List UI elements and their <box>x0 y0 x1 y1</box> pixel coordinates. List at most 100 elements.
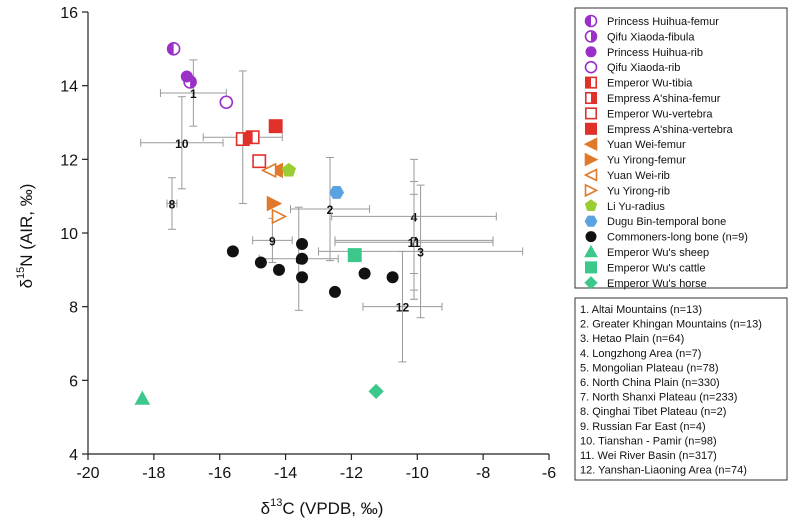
region-errorbar-8: 8 <box>166 177 178 230</box>
data-point-s14-p8-shape <box>296 238 309 251</box>
legend-label-8: Yuan Wei-femur <box>607 139 686 151</box>
data-point-s14-p2 <box>272 263 285 276</box>
region-legend-box <box>574 297 788 481</box>
region-label-9: 9 <box>269 234 276 248</box>
legend-marker-11 <box>584 183 599 198</box>
data-point-s14-p6-shape <box>358 267 371 280</box>
legend-label-13: Dugu Bin-temporal bone <box>607 216 726 228</box>
data-point-s5-p0 <box>235 132 250 147</box>
region-label-8: 8 <box>169 198 176 212</box>
legend-label-11: Yu Yirong-rib <box>607 185 670 197</box>
x-tick-label: -18 <box>142 465 165 482</box>
y-tick-label: 14 <box>60 79 78 96</box>
region-errorbar-2: 2 <box>290 156 371 262</box>
region-legend-item-4: 4. Longzhong Area (n=7) <box>580 348 701 360</box>
legend-marker-13 <box>584 215 598 227</box>
legend-label-10: Yuan Wei-rib <box>607 170 670 182</box>
legend-label-5: Empress A'shina-femur <box>607 93 721 105</box>
legend-label-15: Emperor Wu's sheep <box>607 247 709 259</box>
data-point-s0-p0-fill <box>167 42 174 55</box>
data-point-s12-p0 <box>281 162 296 177</box>
data-point-s10-p0 <box>260 162 277 179</box>
legend-marker-6-shape <box>584 107 598 120</box>
legend-marker-5 <box>584 91 598 105</box>
data-point-s9-p0 <box>266 195 283 212</box>
data-point-s6-p0 <box>252 154 267 169</box>
legend-marker-17-shape <box>584 276 598 290</box>
region-legend-item-11: 11. Wei River Basin (n=317) <box>580 450 717 462</box>
legend-label-7: Empress A'shina-vertebra <box>607 124 733 136</box>
data-point-s7-p0-shape <box>268 119 283 134</box>
data-point-s3-p0-shape <box>219 95 234 110</box>
legend-marker-3 <box>584 60 598 74</box>
region-errorbar-1: 1 <box>159 59 227 127</box>
data-point-s14-p1-shape <box>254 256 267 269</box>
region-errorbar-11: 11 <box>334 193 494 291</box>
data-point-s15-p0-shape <box>134 390 151 405</box>
legend-marker-16-shape <box>584 261 598 274</box>
data-point-s15-p0 <box>134 390 151 405</box>
legend-marker-16 <box>584 261 598 274</box>
legend-marker-9-shape <box>584 152 599 167</box>
region-legend-item-2: 2. Greater Khingan Mountains (n=13) <box>580 319 762 331</box>
x-tick-label: -8 <box>476 465 490 482</box>
legend-label-4: Emperor Wu-tibia <box>607 78 693 90</box>
data-point-s14-p5 <box>328 285 341 298</box>
data-point-s17-p0-shape <box>368 383 384 400</box>
legend-label-9: Yu Yirong-femur <box>607 155 686 167</box>
legend-marker-12 <box>584 199 598 212</box>
data-point-s11-p0-shape <box>271 208 288 225</box>
data-point-s14-p1 <box>254 256 267 269</box>
region-label-3: 3 <box>417 245 424 259</box>
region-legend-item-6: 6. North China Plain (n=330) <box>580 377 720 389</box>
legend-box <box>574 7 788 289</box>
region-legend-item-9: 9. Russian Far East (n=4) <box>580 421 706 433</box>
legend-marker-11-shape <box>584 183 599 198</box>
y-tick-label: 16 <box>60 5 78 22</box>
legend-label-0: Princess Huihua-femur <box>607 16 719 28</box>
legend-marker-0-fill <box>585 15 591 27</box>
legend-label-6: Emperor Wu-vertebra <box>607 108 713 120</box>
data-point-s14-p3-shape <box>296 252 309 265</box>
data-point-s14-p4-shape <box>296 271 309 284</box>
data-point-s17-p0 <box>368 383 384 400</box>
legend-marker-3-shape <box>584 60 598 74</box>
region-errorbar-9: 9 <box>252 217 293 263</box>
legend-label-16: Emperor Wu's cattle <box>607 262 705 274</box>
y-tick-label: 6 <box>69 373 78 390</box>
data-point-s2-p0-shape <box>180 70 193 83</box>
x-axis-label: δ13C (VPDB, ‰) <box>261 497 384 518</box>
data-point-s14-p4 <box>296 271 309 284</box>
legend-marker-8-shape <box>583 137 598 151</box>
legend-marker-7 <box>584 122 598 135</box>
y-tick-label: 8 <box>69 300 78 317</box>
legend-marker-9 <box>584 152 599 167</box>
data-point-s16-p0 <box>347 248 362 263</box>
legend-marker-8 <box>583 137 598 151</box>
data-point-s14-p0 <box>226 245 239 258</box>
data-point-s14-p6 <box>358 267 371 280</box>
data-point-s9-p0-shape <box>266 195 283 212</box>
data-point-s14-p0-shape <box>226 245 239 258</box>
legend-label-17: Emperor Wu's horse <box>607 278 707 290</box>
region-label-2: 2 <box>327 203 334 217</box>
region-errorbar-12: 12 <box>362 250 443 363</box>
y-tick-label: 4 <box>69 447 78 464</box>
legend-marker-12-shape <box>584 199 598 212</box>
legend-marker-6 <box>584 107 598 120</box>
data-point-s16-p0-shape <box>347 248 362 263</box>
data-point-s11-p0 <box>271 208 288 225</box>
data-point-s7-p0 <box>268 119 283 134</box>
legend-marker-10-shape <box>583 168 598 182</box>
legend-marker-0 <box>584 14 598 28</box>
legend-label-14: Commoners-long bone (n=9) <box>607 232 748 244</box>
region-legend-item-1: 1. Altai Mountains (n=13) <box>580 304 702 316</box>
legend-label-12: Li Yu-radius <box>607 201 665 213</box>
region-legend-item-3: 3. Hetao Plain (n=64) <box>580 333 684 345</box>
y-tick-label: 10 <box>60 226 78 243</box>
x-tick-label: -6 <box>542 465 556 482</box>
data-point-s5-p0-fill <box>242 132 249 146</box>
y-tick-label: 12 <box>60 152 78 169</box>
data-point-s14-p3 <box>296 252 309 265</box>
